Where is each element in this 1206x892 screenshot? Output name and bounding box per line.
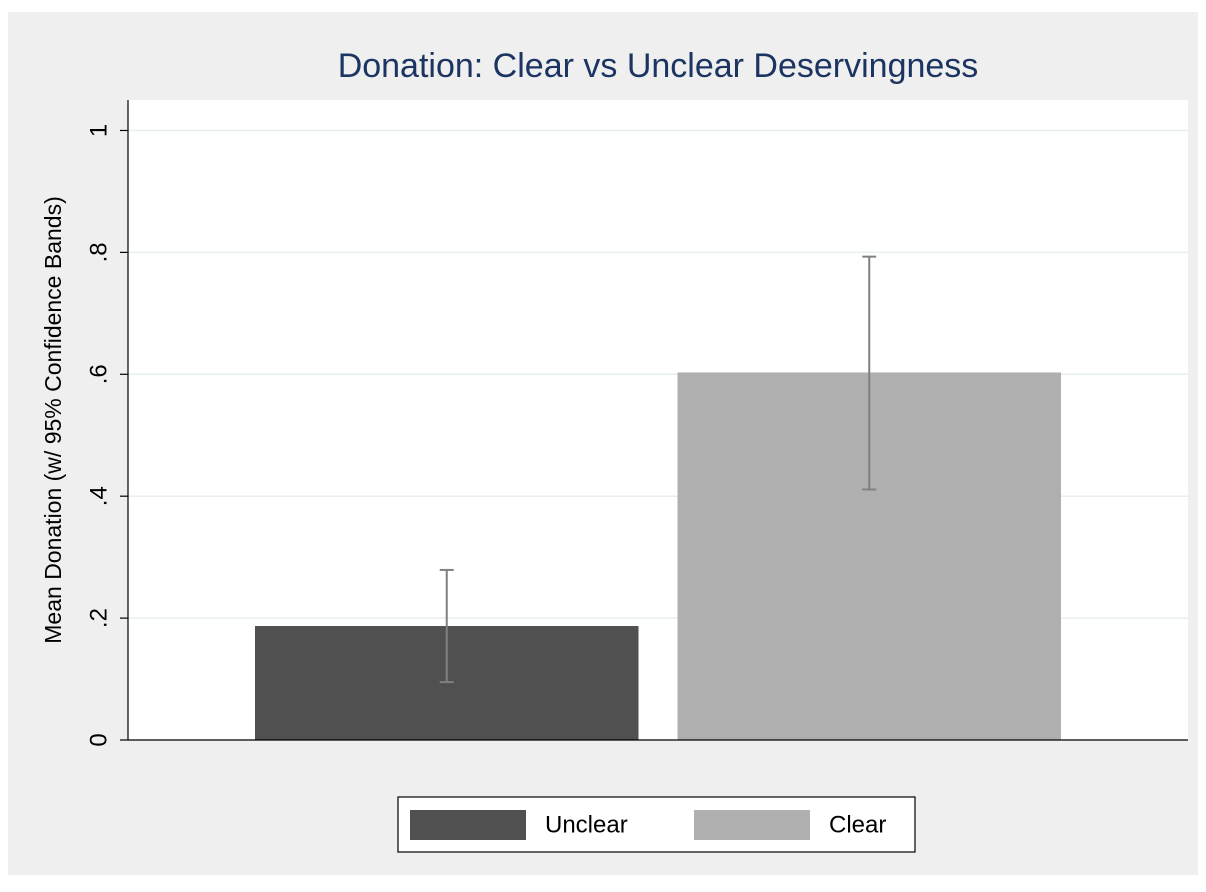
legend-swatch	[694, 810, 810, 840]
legend-swatch	[410, 810, 526, 840]
y-tick-label: .2	[85, 608, 112, 628]
chart-title: Donation: Clear vs Unclear Deservingness	[338, 47, 979, 85]
y-tick-label: .8	[85, 242, 112, 262]
legend-label: Unclear	[545, 811, 628, 838]
y-tick-label: 1	[85, 124, 112, 137]
y-tick-label: .4	[85, 486, 112, 506]
y-tick-label: .6	[85, 364, 112, 384]
legend-label: Clear	[829, 811, 886, 838]
y-axis-label: Mean Donation (w/ 95% Confidence Bands)	[40, 196, 66, 643]
y-tick-label: 0	[85, 733, 112, 746]
